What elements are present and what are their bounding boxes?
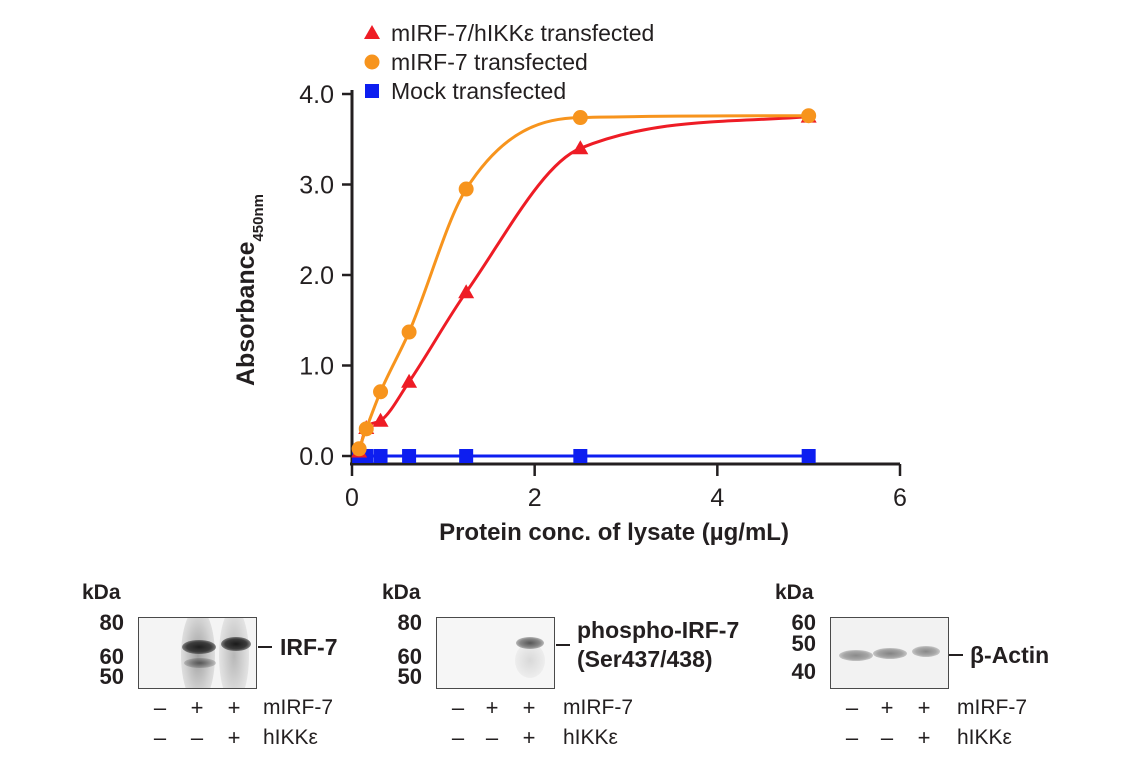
band-smear [219, 618, 249, 688]
mw-marker: 80 [397, 610, 422, 635]
target-pointer [258, 646, 272, 648]
data-point-circle [458, 181, 474, 197]
data-point-square [573, 449, 588, 463]
lane-sign: + [917, 725, 931, 750]
legend-label: mIRF-7/hIKKε transfected [391, 20, 654, 46]
legend-label: mIRF-7 transfected [391, 49, 588, 75]
band [873, 648, 907, 659]
lane-sign: + [227, 695, 241, 720]
target-pointer [949, 654, 963, 656]
data-point-circle [351, 441, 367, 457]
lane-sign: – [845, 695, 859, 720]
kda-label: kDa [82, 581, 121, 604]
data-point-triangle [572, 140, 589, 155]
y-tick-label: 4.0 [299, 81, 334, 109]
mw-marker: 50 [99, 664, 124, 689]
lane-sign: + [227, 725, 241, 750]
mw-marker: 50 [791, 631, 816, 656]
blot-image [830, 617, 949, 689]
y-tick-label: 1.0 [299, 353, 334, 381]
row-label: mIRF-7 [957, 696, 1027, 719]
lane-sign: + [190, 695, 204, 720]
data-point-square [459, 449, 474, 463]
legend-marker-triangle [364, 25, 380, 39]
data-point-square [801, 449, 816, 463]
data-point-triangle [401, 373, 418, 388]
band [516, 637, 544, 649]
legend-marker-square [365, 84, 379, 98]
x-tick-label: 6 [893, 484, 907, 512]
chart-axes: 0.0 1.0 2.0 3.0 4.0 0 2 4 6 Protein conc. of lysa… [232, 81, 907, 546]
row-label: mIRF-7 [263, 696, 333, 719]
target-label: phospho-IRF-7 [577, 617, 740, 643]
lane-sign: – [485, 725, 499, 750]
target-label: IRF-7 [280, 634, 338, 660]
row-label: hIKKε [957, 726, 1012, 749]
data-point-circle [572, 110, 588, 126]
lane-sign: – [153, 695, 167, 720]
band [912, 646, 940, 657]
y-axis-label-subscript: 450nm [250, 194, 267, 242]
band [182, 640, 216, 654]
chart-markers [351, 108, 817, 463]
x-tick-label: 0 [345, 484, 359, 512]
band [184, 658, 216, 668]
row-label: hIKKε [263, 726, 318, 749]
x-tick-label: 4 [710, 484, 724, 512]
data-point-circle [401, 324, 417, 340]
lane-sign: – [153, 725, 167, 750]
x-axis-label: Protein conc. of lysate (µg/mL) [439, 519, 789, 546]
data-point-square [373, 449, 388, 463]
target-label: β-Actin [970, 642, 1050, 668]
chart-legend: mIRF-7/hIKKε transfected mIRF-7 transfect… [364, 20, 654, 104]
y-tick-label: 2.0 [299, 262, 334, 290]
data-point-circle [801, 108, 817, 124]
mw-marker: 60 [99, 644, 124, 669]
kda-label: kDa [382, 581, 421, 604]
lane-sign: + [522, 725, 536, 750]
lane-sign: + [880, 695, 894, 720]
data-point-triangle [372, 412, 389, 427]
row-label: mIRF-7 [563, 696, 633, 719]
band [221, 637, 251, 651]
mw-marker: 50 [397, 664, 422, 689]
lane-sign: – [880, 725, 894, 750]
mw-marker: 60 [791, 610, 816, 635]
y-axis-label: Absorbance450nm [232, 194, 267, 386]
lane-sign: + [485, 695, 499, 720]
legend-marker-circle [364, 54, 380, 70]
lane-sign: – [451, 695, 465, 720]
y-tick-label: 0.0 [299, 443, 334, 471]
absorbance-chart: mIRF-7/hIKKε transfected mIRF-7 transfect… [232, 20, 907, 546]
data-point-triangle [458, 284, 475, 299]
lane-sign: + [522, 695, 536, 720]
lane-sign: – [190, 725, 204, 750]
data-point-circle [358, 421, 374, 437]
lane-sign: + [917, 695, 931, 720]
mw-marker: 80 [99, 610, 124, 635]
mw-marker: 40 [791, 659, 816, 684]
row-label: hIKKε [563, 726, 618, 749]
x-tick-label: 2 [528, 484, 542, 512]
data-point-square [402, 449, 417, 463]
y-tick-label: 3.0 [299, 172, 334, 200]
blot-image [436, 617, 555, 689]
target-pointer [556, 644, 570, 646]
lane-sign: – [451, 725, 465, 750]
mw-marker: 60 [397, 644, 422, 669]
target-label-line2: (Ser437/438) [577, 646, 713, 672]
lane-sign: – [845, 725, 859, 750]
band [839, 650, 873, 661]
legend-label: Mock transfected [391, 78, 566, 104]
data-point-circle [373, 384, 389, 400]
blot-image [138, 617, 257, 689]
kda-label: kDa [775, 581, 814, 604]
chart-curves [357, 114, 809, 458]
series-line-circle [357, 114, 809, 450]
